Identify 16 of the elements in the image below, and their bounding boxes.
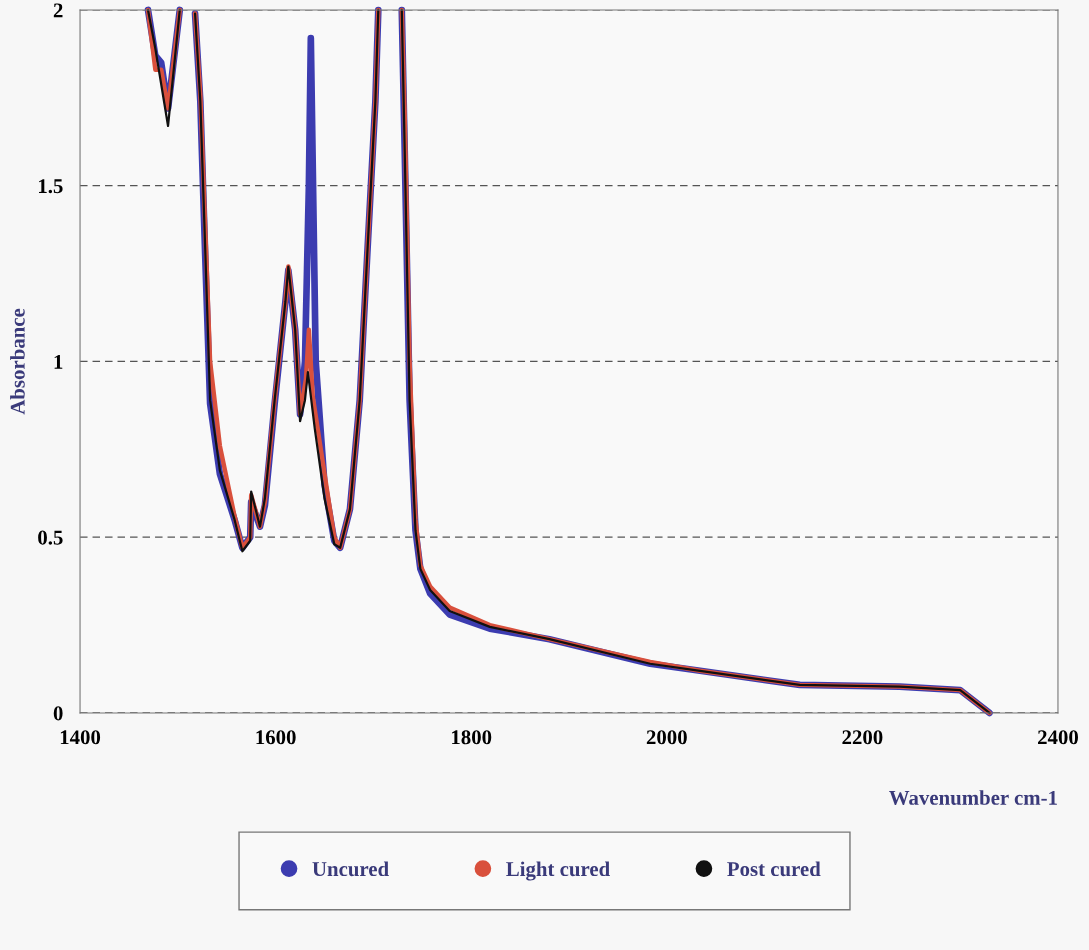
y-tick-label: 0 (53, 706, 63, 721)
y-tick-label: 2 (53, 3, 63, 18)
x-tick-label: 1600 (256, 730, 296, 745)
x-tick-label: 2200 (842, 730, 883, 745)
y-tick-label: 0.5 (38, 530, 63, 545)
x-tick-label: 2400 (1038, 730, 1078, 745)
legend-label: Uncured (312, 861, 389, 877)
x-tick-label: 1400 (60, 730, 101, 745)
x-tick-label: 1800 (452, 730, 492, 745)
y-axis-title: Absorbance (10, 308, 25, 415)
legend-label: Light cured (506, 861, 610, 881)
x-axis-title: Wavenumber cm-1 (889, 790, 1057, 805)
x-tick-label: 2000 (646, 730, 687, 745)
y-tick-label: 1 (54, 354, 63, 369)
legend-label: Post cured (727, 861, 821, 877)
y-tick-label: 1.5 (39, 179, 63, 194)
